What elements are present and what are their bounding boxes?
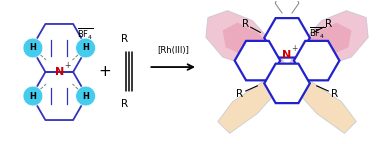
Polygon shape xyxy=(289,76,356,133)
Text: R: R xyxy=(325,19,332,30)
Text: +: + xyxy=(98,65,111,79)
Text: R: R xyxy=(121,34,128,44)
Polygon shape xyxy=(264,18,310,58)
Text: H: H xyxy=(29,92,36,101)
Polygon shape xyxy=(223,22,269,57)
Text: +: + xyxy=(291,44,297,53)
Text: +: + xyxy=(64,61,70,70)
Text: $\overline{\rm BF_4}$: $\overline{\rm BF_4}$ xyxy=(309,25,325,41)
Polygon shape xyxy=(206,11,285,69)
Polygon shape xyxy=(264,64,310,103)
Text: R: R xyxy=(121,99,128,109)
Text: R: R xyxy=(242,19,249,30)
Text: H: H xyxy=(29,43,36,52)
Text: H: H xyxy=(82,43,89,52)
Circle shape xyxy=(23,86,43,106)
Text: H: H xyxy=(82,92,89,101)
Polygon shape xyxy=(218,76,285,133)
Polygon shape xyxy=(294,41,339,80)
Text: [Rh(III)]: [Rh(III)] xyxy=(157,46,189,55)
Text: R: R xyxy=(236,89,243,99)
Text: R: R xyxy=(331,89,338,99)
Text: $\overline{\rm BF_4}$: $\overline{\rm BF_4}$ xyxy=(77,27,94,42)
Text: N: N xyxy=(282,50,292,60)
Polygon shape xyxy=(289,11,368,69)
Polygon shape xyxy=(305,22,352,57)
Polygon shape xyxy=(235,41,280,80)
Circle shape xyxy=(76,86,96,106)
Circle shape xyxy=(23,38,43,58)
Text: N: N xyxy=(55,67,64,77)
Circle shape xyxy=(76,38,96,58)
